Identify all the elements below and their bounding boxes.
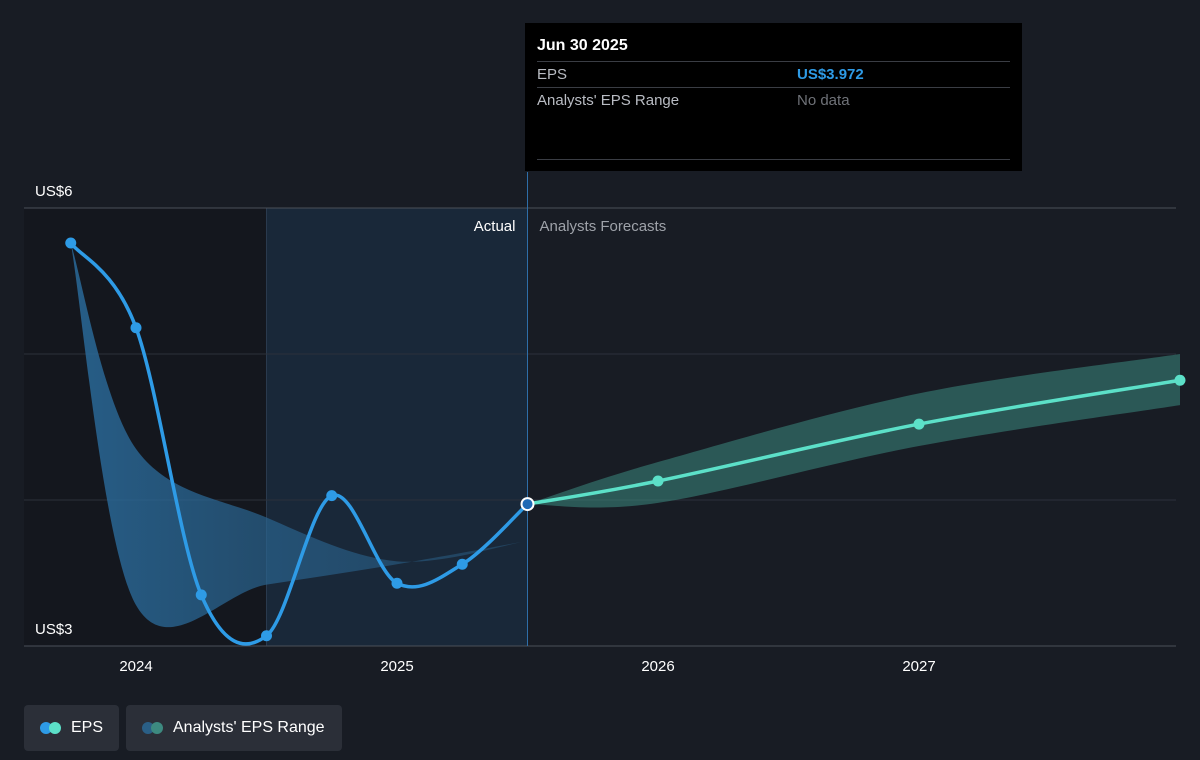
- tooltip-row-range: Analysts' EPS Range No data: [537, 87, 1010, 113]
- x-tick-label: 2025: [380, 658, 413, 675]
- tooltip-range-label: Analysts' EPS Range: [537, 92, 680, 109]
- eps-point: [65, 237, 77, 249]
- eps-line-forecast: [525, 378, 1182, 506]
- range-legend-icon: [142, 722, 163, 734]
- eps-range-band-past: [70, 243, 528, 628]
- tooltip-row-eps: EPS US$3.972: [537, 61, 1010, 87]
- x-tick-label: 2024: [119, 658, 152, 675]
- eps-point: [391, 577, 403, 589]
- eps-point: [326, 490, 338, 502]
- tooltip-range-value: No data: [797, 92, 850, 109]
- eps-point: [1174, 374, 1186, 386]
- eps-tooltip: Jun 30 2025 EPS US$3.972 Analysts' EPS R…: [525, 23, 1022, 171]
- tooltip-eps-label: EPS: [537, 66, 568, 83]
- y-tick-label: US$3: [35, 621, 73, 638]
- current-eps-point: [520, 497, 535, 512]
- eps-line-actual: [69, 241, 530, 646]
- x-tick-label: 2027: [902, 658, 935, 675]
- eps-point: [261, 630, 272, 642]
- x-tick-label: 2026: [641, 658, 674, 675]
- tooltip-divider: [537, 159, 1010, 160]
- eps-point: [195, 589, 207, 601]
- legend-range-label: Analysts' EPS Range: [173, 719, 325, 736]
- eps-point: [652, 475, 664, 487]
- eps-legend-icon: [40, 722, 61, 734]
- eps-point: [913, 418, 925, 430]
- legend-eps[interactable]: EPS: [24, 705, 119, 751]
- legend-eps-label: EPS: [71, 719, 104, 736]
- actual-region-label: Actual: [474, 218, 516, 235]
- tooltip-date: Jun 30 2025: [537, 37, 628, 54]
- eps-range-band-forecast: [527, 354, 1180, 508]
- eps-point: [130, 322, 142, 334]
- tooltip-eps-value: US$3.972: [797, 66, 864, 83]
- legend-eps-range[interactable]: Analysts' EPS Range: [126, 705, 342, 751]
- y-tick-label: US$6: [35, 183, 73, 200]
- forecast-region-label: Analysts Forecasts: [540, 218, 667, 235]
- eps-point: [456, 558, 468, 570]
